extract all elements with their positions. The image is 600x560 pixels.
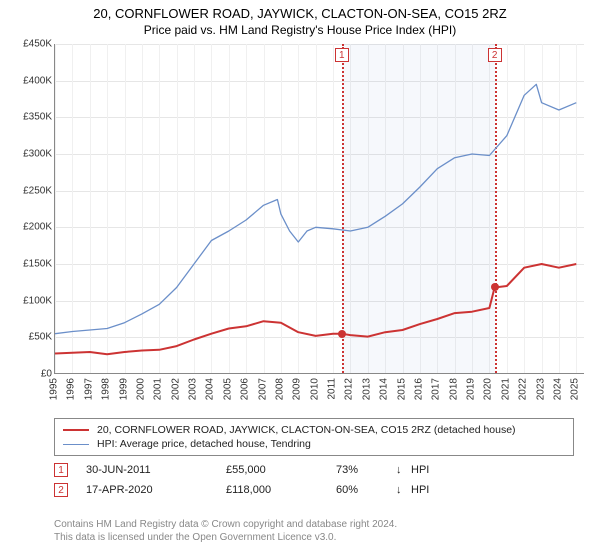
x-tick-label: 2024 — [552, 378, 563, 400]
legend-swatch — [63, 429, 89, 431]
event-row-hpi: HPI — [411, 464, 574, 476]
legend-label: 20, CORNFLOWER ROAD, JAYWICK, CLACTON-ON… — [97, 424, 516, 436]
x-tick-label: 2020 — [483, 378, 494, 400]
x-tick-label: 2019 — [466, 378, 477, 400]
title-block: 20, CORNFLOWER ROAD, JAYWICK, CLACTON-ON… — [0, 0, 600, 37]
event-row: 217-APR-2020£118,00060%↓HPI — [54, 480, 574, 500]
event-row-pct: 73% — [336, 464, 396, 476]
title-line1: 20, CORNFLOWER ROAD, JAYWICK, CLACTON-ON… — [0, 6, 600, 21]
x-tick-label: 2022 — [518, 378, 529, 400]
title-line2: Price paid vs. HM Land Registry's House … — [0, 23, 600, 37]
y-tick-label: £450K — [23, 39, 52, 50]
x-tick-label: 2012 — [344, 378, 355, 400]
y-tick-label: £300K — [23, 149, 52, 160]
y-tick-label: £400K — [23, 75, 52, 86]
x-tick-label: 2007 — [257, 378, 268, 400]
event-row-date: 30-JUN-2011 — [86, 464, 226, 476]
chart-container: 20, CORNFLOWER ROAD, JAYWICK, CLACTON-ON… — [0, 0, 600, 560]
x-tick-label: 2017 — [431, 378, 442, 400]
y-tick-label: £150K — [23, 259, 52, 270]
y-tick-label: £50K — [29, 332, 52, 343]
series-svg — [55, 44, 585, 374]
series-price_paid — [55, 264, 576, 354]
series-hpi — [55, 84, 576, 333]
x-tick-label: 2014 — [379, 378, 390, 400]
x-tick-label: 2001 — [153, 378, 164, 400]
legend-row: 20, CORNFLOWER ROAD, JAYWICK, CLACTON-ON… — [63, 423, 565, 437]
x-tick-label: 2004 — [205, 378, 216, 400]
event-row-marker: 1 — [54, 463, 86, 477]
x-tick-label: 1996 — [66, 378, 77, 400]
y-tick-label: £100K — [23, 295, 52, 306]
x-tick-label: 2016 — [413, 378, 424, 400]
x-tick-label: 2023 — [535, 378, 546, 400]
event-row-hpi: HPI — [411, 484, 574, 496]
x-tick-label: 2000 — [135, 378, 146, 400]
legend-swatch — [63, 444, 89, 445]
footer-line2: This data is licensed under the Open Gov… — [54, 531, 574, 544]
x-tick-label: 1998 — [101, 378, 112, 400]
x-tick-label: 2008 — [274, 378, 285, 400]
x-tick-label: 1995 — [49, 378, 60, 400]
x-tick-label: 2006 — [240, 378, 251, 400]
x-tick-label: 2003 — [188, 378, 199, 400]
legend-label: HPI: Average price, detached house, Tend… — [97, 438, 311, 450]
chart-area: £0£50K£100K£150K£200K£250K£300K£350K£400… — [8, 44, 592, 414]
x-tick-label: 2005 — [222, 378, 233, 400]
footer: Contains HM Land Registry data © Crown c… — [54, 518, 574, 544]
x-tick-label: 2010 — [309, 378, 320, 400]
y-tick-label: £200K — [23, 222, 52, 233]
legend-row: HPI: Average price, detached house, Tend… — [63, 437, 565, 451]
down-arrow-icon: ↓ — [396, 464, 411, 476]
y-axis: £0£50K£100K£150K£200K£250K£300K£350K£400… — [8, 44, 54, 374]
event-row-price: £118,000 — [226, 484, 336, 496]
x-tick-label: 1997 — [83, 378, 94, 400]
legend: 20, CORNFLOWER ROAD, JAYWICK, CLACTON-ON… — [54, 418, 574, 456]
event-row: 130-JUN-2011£55,00073%↓HPI — [54, 460, 574, 480]
x-tick-label: 2009 — [292, 378, 303, 400]
x-tick-label: 2018 — [448, 378, 459, 400]
y-tick-label: £250K — [23, 185, 52, 196]
x-tick-label: 2011 — [327, 378, 338, 400]
x-tick-label: 1999 — [118, 378, 129, 400]
plot-area: 12 — [54, 44, 584, 374]
down-arrow-icon: ↓ — [396, 484, 411, 496]
x-tick-label: 2015 — [396, 378, 407, 400]
x-tick-label: 2002 — [170, 378, 181, 400]
event-row-date: 17-APR-2020 — [86, 484, 226, 496]
event-row-pct: 60% — [336, 484, 396, 496]
events-table: 130-JUN-2011£55,00073%↓HPI217-APR-2020£1… — [54, 460, 574, 500]
event-row-price: £55,000 — [226, 464, 336, 476]
x-tick-label: 2025 — [570, 378, 581, 400]
x-axis: 1995199619971998199920002001200220032004… — [54, 374, 584, 414]
footer-line1: Contains HM Land Registry data © Crown c… — [54, 518, 574, 531]
x-tick-label: 2021 — [500, 378, 511, 400]
y-tick-label: £350K — [23, 112, 52, 123]
event-row-marker: 2 — [54, 483, 86, 497]
x-tick-label: 2013 — [361, 378, 372, 400]
